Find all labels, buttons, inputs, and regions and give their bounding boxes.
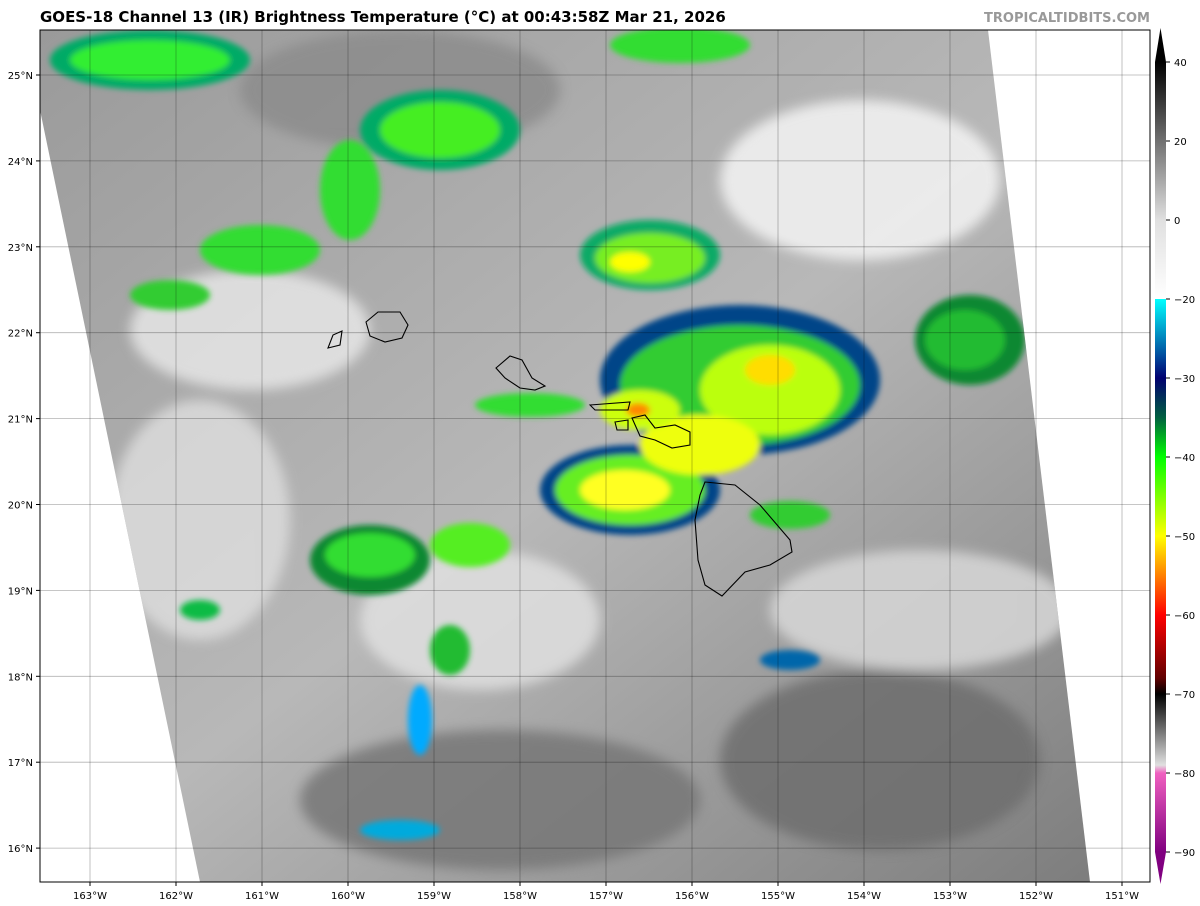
colorbar-label: −40: [1174, 453, 1195, 464]
coastlines: [327, 311, 793, 597]
lat-tick-label: 21°N: [8, 415, 33, 426]
colorbar-label: −60: [1174, 611, 1195, 622]
coastline-hawaii: [694, 481, 793, 597]
colorbar-label: 20: [1174, 137, 1187, 148]
lon-tick-label: 154°W: [847, 891, 881, 902]
map-title: GOES-18 Channel 13 (IR) Brightness Tempe…: [40, 8, 726, 26]
colorbar-min-arrow: [1155, 852, 1166, 884]
coastline-niihau: [327, 330, 343, 349]
lon-tick-label: 161°W: [245, 891, 279, 902]
convective-clouds: [50, 30, 1025, 840]
lat-tick-label: 22°N: [8, 329, 33, 340]
lon-tick-label: 151°W: [1105, 891, 1139, 902]
coastline-kauai: [365, 311, 409, 343]
lon-tick-label: 157°W: [589, 891, 623, 902]
coastline-oahu: [495, 355, 547, 391]
latitude-axis: 25°N 24°N 23°N 22°N 21°N 20°N 19°N 18°N 17°N 16°N: [8, 71, 40, 855]
longitude-axis: 163°W 162°W 161°W 160°W 159°W 158°W 157°W 156°W…: [73, 882, 1139, 902]
lat-tick-label: 18°N: [8, 672, 33, 683]
lon-tick-label: 159°W: [417, 891, 451, 902]
lat-tick-label: 17°N: [8, 758, 33, 769]
colorbar: 40 20 0 −20 −30 −40 −50 −60 −70 −80 −90: [1155, 28, 1195, 884]
coastline-maui: [631, 414, 691, 449]
colorbar-label: 40: [1174, 58, 1187, 69]
lon-tick-label: 156°W: [675, 891, 709, 902]
brand-watermark: TROPICALTIDBITS.COM: [984, 11, 1150, 26]
colorbar-label: 0: [1174, 216, 1180, 227]
lon-tick-label: 160°W: [331, 891, 365, 902]
lat-tick-label: 24°N: [8, 157, 33, 168]
map-border: [39, 29, 1151, 883]
lon-tick-label: 155°W: [761, 891, 795, 902]
colorbar-gradient: [1155, 62, 1166, 852]
lon-tick-label: 153°W: [933, 891, 967, 902]
coastline-lanai: [614, 419, 629, 431]
colorbar-max-arrow: [1155, 28, 1166, 62]
lon-tick-label: 162°W: [159, 891, 193, 902]
lat-tick-label: 25°N: [8, 71, 33, 82]
colorbar-label: −80: [1174, 769, 1195, 780]
colorbar-label: −70: [1174, 690, 1195, 701]
lon-tick-label: 163°W: [73, 891, 107, 902]
lon-tick-label: 158°W: [503, 891, 537, 902]
colorbar-label: −50: [1174, 532, 1195, 543]
colorbar-label: −90: [1174, 848, 1195, 859]
colorbar-label: −20: [1174, 295, 1195, 306]
lat-tick-label: 20°N: [8, 501, 33, 512]
lat-tick-label: 23°N: [8, 243, 33, 254]
lon-tick-label: 152°W: [1019, 891, 1053, 902]
graticule: [40, 30, 1150, 882]
ir-imagery: [40, 30, 1090, 882]
colorbar-label: −30: [1174, 374, 1195, 385]
lat-tick-label: 19°N: [8, 586, 33, 597]
coastline-molokai: [588, 401, 631, 411]
lat-tick-label: 16°N: [8, 844, 33, 855]
